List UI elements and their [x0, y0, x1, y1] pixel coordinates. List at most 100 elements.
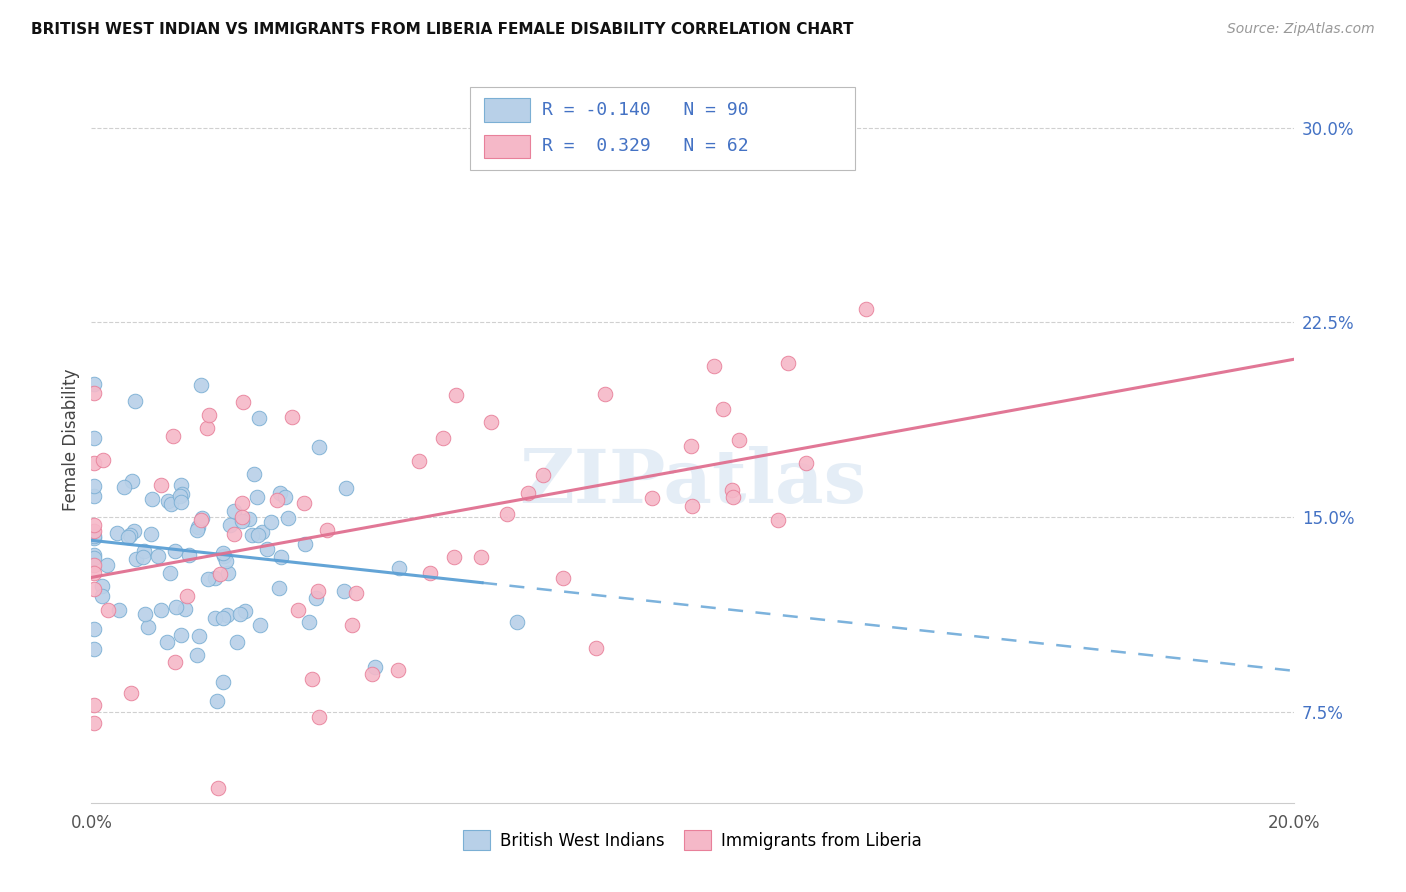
Point: [496, 507, 519, 521]
Point: [176, 589, 198, 603]
Text: R = -0.140   N = 90: R = -0.140 N = 90: [543, 101, 749, 119]
Point: [444, 388, 467, 402]
Point: [703, 359, 725, 373]
Point: [198, 408, 221, 422]
Point: [162, 428, 184, 442]
Point: [124, 524, 146, 538]
Point: [83, 457, 105, 471]
Text: ZIPatlas: ZIPatlas: [519, 446, 866, 519]
FancyBboxPatch shape: [485, 98, 530, 121]
Point: [301, 672, 323, 686]
Point: [212, 549, 235, 563]
Legend: British West Indians, Immigrants from Liberia: British West Indians, Immigrants from Li…: [457, 823, 928, 856]
Point: [125, 552, 148, 566]
Point: [553, 571, 575, 585]
Point: [307, 584, 329, 599]
Point: [83, 524, 105, 538]
Point: [211, 675, 233, 690]
Point: [105, 526, 128, 541]
Point: [246, 528, 269, 542]
Point: [156, 635, 179, 649]
Point: [222, 527, 245, 541]
Point: [211, 611, 233, 625]
Point: [240, 528, 263, 542]
Point: [91, 453, 114, 467]
Point: [207, 694, 229, 708]
Point: [170, 487, 193, 501]
Point: [195, 421, 218, 435]
Point: [274, 490, 297, 504]
Point: [91, 590, 114, 604]
Point: [681, 439, 703, 453]
Point: [531, 468, 554, 483]
Point: [721, 490, 744, 504]
Point: [294, 537, 316, 551]
Point: [83, 431, 105, 445]
Point: [516, 485, 538, 500]
Point: [173, 602, 195, 616]
Y-axis label: Female Disability: Female Disability: [62, 368, 80, 510]
Point: [186, 520, 208, 534]
Point: [479, 415, 502, 429]
Point: [226, 634, 249, 648]
Point: [83, 489, 105, 503]
Point: [204, 611, 226, 625]
Point: [120, 686, 142, 700]
Point: [157, 494, 180, 508]
Point: [246, 490, 269, 504]
Point: [229, 607, 252, 621]
Point: [208, 567, 231, 582]
Point: [256, 541, 278, 556]
Point: [269, 486, 291, 500]
Point: [361, 666, 384, 681]
Point: [96, 558, 118, 573]
Point: [298, 615, 321, 630]
Point: [470, 549, 492, 564]
Point: [191, 511, 214, 525]
Point: [83, 479, 105, 493]
Point: [270, 549, 292, 564]
Point: [333, 584, 356, 599]
Point: [163, 655, 186, 669]
Point: [83, 642, 105, 657]
Point: [505, 615, 527, 630]
Point: [766, 513, 789, 527]
Point: [585, 640, 607, 655]
Point: [641, 491, 664, 506]
Point: [117, 530, 139, 544]
Point: [83, 582, 105, 596]
Point: [160, 497, 183, 511]
Point: [215, 608, 238, 623]
Point: [186, 523, 208, 537]
Point: [388, 560, 411, 574]
Point: [305, 591, 328, 605]
Point: [250, 525, 273, 540]
Point: [419, 566, 441, 580]
Point: [170, 628, 193, 642]
Point: [340, 618, 363, 632]
Point: [107, 602, 129, 616]
Point: [190, 377, 212, 392]
Point: [112, 480, 135, 494]
Point: [211, 546, 233, 560]
Point: [170, 478, 193, 492]
Point: [83, 715, 105, 730]
Point: [595, 387, 617, 401]
Point: [344, 586, 367, 600]
Point: [728, 434, 751, 448]
Point: [165, 599, 187, 614]
Point: [169, 489, 191, 503]
Point: [776, 356, 799, 370]
Point: [231, 515, 253, 529]
Point: [159, 566, 181, 580]
Point: [83, 551, 105, 566]
Point: [124, 394, 146, 409]
Point: [146, 549, 169, 564]
Point: [292, 496, 315, 510]
Point: [267, 581, 290, 595]
Point: [97, 603, 120, 617]
Text: R =  0.329   N = 62: R = 0.329 N = 62: [543, 137, 749, 155]
Point: [855, 302, 877, 317]
Point: [231, 509, 253, 524]
Point: [121, 474, 143, 488]
